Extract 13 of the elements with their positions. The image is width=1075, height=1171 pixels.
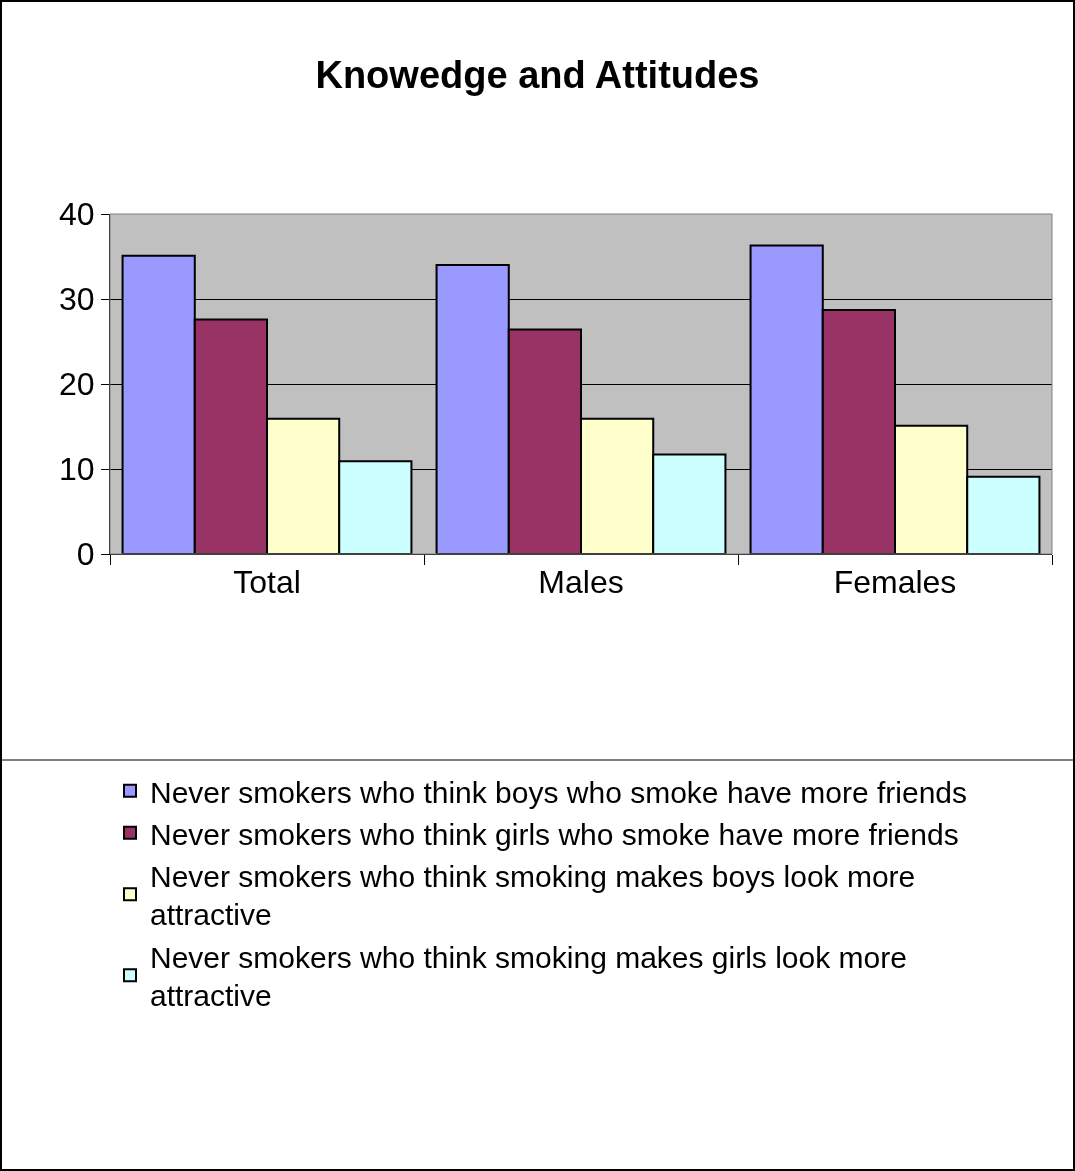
- y-tick-label: 30: [59, 281, 95, 318]
- legend-label: Never smokers who think smoking makes boys look more attractive: [150, 859, 916, 932]
- x-tick-label: Females: [833, 564, 957, 601]
- x-tick-label: Males: [538, 564, 624, 601]
- y-tick-label: 20: [59, 366, 95, 403]
- y-tick-label: 0: [76, 536, 95, 573]
- y-tick-label: 40: [59, 196, 95, 233]
- x-tick-label: Total: [233, 564, 301, 601]
- y-tick-label: 10: [59, 451, 95, 488]
- legend-label: Never smokers who think smoking makes girls look more attractive: [150, 940, 907, 1013]
- chart-title: Knowedge and Attitudes: [315, 54, 760, 97]
- legend-label: Never smokers who think boys who smoke have more friends: [150, 775, 968, 809]
- legend-label: Never smokers who think girls who smoke have more friends: [150, 817, 959, 851]
